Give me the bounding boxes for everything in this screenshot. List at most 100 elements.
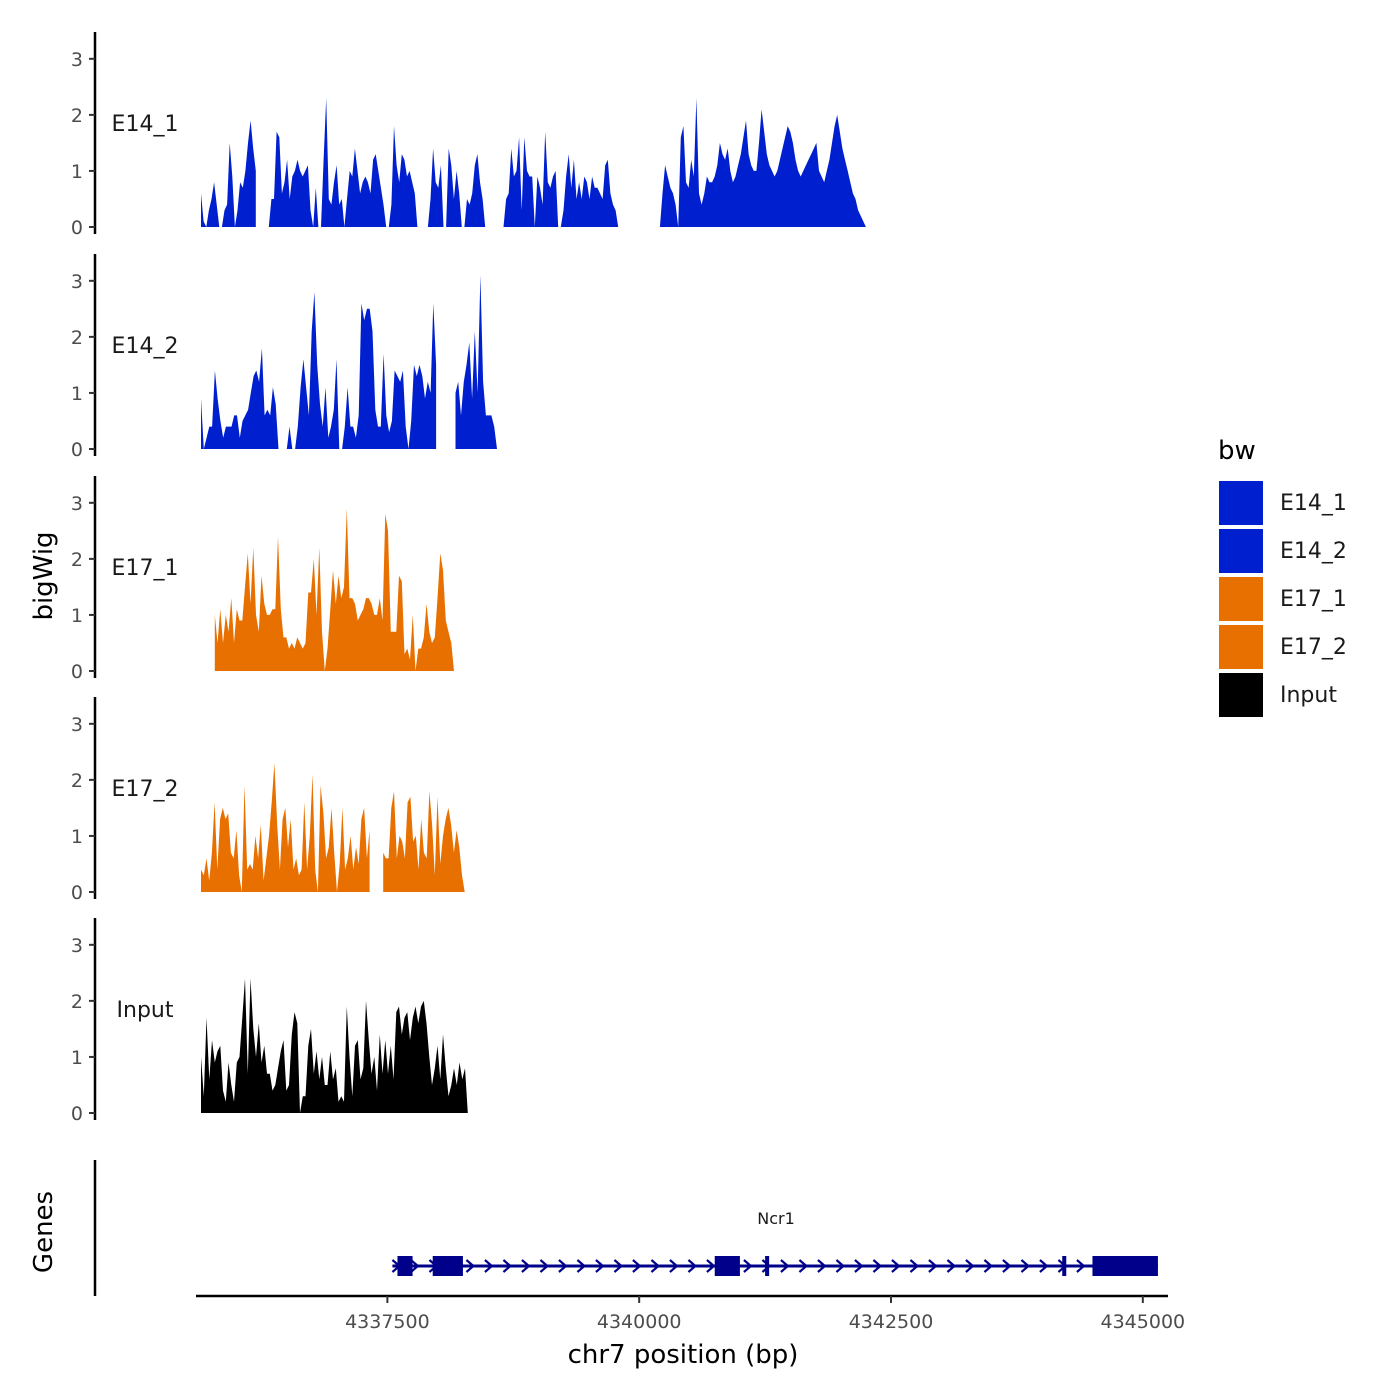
legend-item-e17-1: E17_1 [1217,575,1347,623]
gene-exon [397,1256,413,1276]
track-e14-2: 0 1 2 3 E14_2 [71,254,1158,461]
genes-axis-title: Genes [29,1191,59,1273]
strand-arrow [1039,1259,1049,1273]
legend-swatch [1217,479,1265,527]
legend-swatch [1217,623,1265,671]
legend-items: E14_1 E14_2 E17_1 E17_2 Input [1217,479,1347,719]
y-tick-label: 3 [71,935,83,957]
track-e14-1: 0 1 2 3 E14_1 [71,32,1158,239]
y-tick-label: 0 [71,217,83,239]
strand-arrow [595,1259,605,1273]
gene-exon [714,1256,740,1276]
coverage-area-e17-1 [214,508,1158,671]
legend-label: E14_2 [1280,539,1347,564]
strand-arrow [983,1259,994,1273]
strand-arrow [576,1259,587,1273]
gene-exon [1062,1256,1067,1276]
y-tick-label: 1 [71,1047,83,1069]
strand-arrow [761,1259,772,1273]
y-tick-label: 0 [71,439,83,461]
legend-item-e17-2: E17_2 [1217,623,1347,671]
y-tick-label: 2 [71,105,83,127]
strand-arrow [909,1259,920,1273]
legend-swatch [1217,671,1265,719]
strand-arrow [410,1259,420,1273]
strand-arrow [1002,1259,1012,1273]
track-label: E14_1 [112,112,179,137]
y-tick-label: 3 [71,714,83,736]
strand-arrow [891,1259,901,1273]
strand-arrow [965,1259,975,1273]
y-tick-label: 3 [71,49,83,71]
strand-arrow [521,1259,531,1273]
y-tick-label: 1 [71,826,83,848]
x-tick-label: 4342500 [849,1311,934,1333]
x-axis: 4337500 4340000 4342500 4345000 [196,1294,1186,1333]
track-label: E14_2 [112,334,179,359]
gene-exon [765,1256,770,1276]
y-axis-title: bigWig [29,531,59,620]
track-e17-1: 0 1 2 3 E17_1 [71,476,1158,683]
y-tick-label: 1 [71,383,83,405]
strand-arrow [928,1259,938,1273]
legend-swatch [1217,575,1265,623]
track-label: E17_1 [112,556,179,581]
y-tick-label: 3 [71,493,83,515]
track-label: E17_2 [112,777,179,802]
strand-arrow [835,1259,846,1273]
legend-item-e14-2: E14_2 [1217,527,1347,575]
strand-arrow [632,1259,642,1273]
strand-arrow [687,1259,698,1273]
coverage-tracks: 0 1 2 3 E14_1 0 1 2 3 E14_2 0 1 2 3 E17_1 0 1 2 3 E17_2 0 1 2 3… [71,32,1158,1125]
legend-label: E17_2 [1280,635,1347,660]
strand-arrow [558,1259,568,1273]
strand-arrow [872,1259,883,1273]
coverage-area-e17-2 [201,763,1158,892]
strand-arrow [854,1259,864,1273]
strand-arrow [1076,1259,1086,1273]
genes-panel: Ncr1 [93,1160,1158,1296]
track-input: 0 1 2 3 Input [71,918,1158,1125]
y-tick-label: 2 [71,327,83,349]
gene-exon [1092,1256,1158,1276]
y-tick-label: 3 [71,271,83,293]
y-tick-label: 2 [71,770,83,792]
strand-arrow [650,1259,661,1273]
legend-item-input: Input [1217,671,1337,719]
strand-arrow [798,1259,809,1273]
legend-title: bw [1218,436,1256,466]
strand-arrow [817,1259,827,1273]
coverage-area-e14-2 [201,275,1158,449]
legend: bw E14_1 E14_2 E17_1 E17_2 Input [1217,436,1347,719]
y-tick-label: 0 [71,882,83,904]
track-label: Input [117,998,174,1023]
legend-item-e14-1: E14_1 [1217,479,1347,527]
y-tick-label: 1 [71,605,83,627]
strand-arrow [465,1259,476,1273]
strand-arrow [613,1259,624,1273]
legend-swatch [1217,527,1265,575]
y-tick-label: 2 [71,549,83,571]
coverage-area-e14-1 [201,98,1158,227]
gene-ncr1: Ncr1 [391,1209,1158,1276]
x-tick-label: 4340000 [597,1311,682,1333]
strand-arrow [780,1259,790,1273]
strand-arrow [484,1259,494,1273]
coverage-area-input [201,978,1158,1113]
strand-arrow [743,1259,753,1273]
x-tick-label: 4337500 [345,1311,430,1333]
track-e17-2: 0 1 2 3 E17_2 [71,697,1158,904]
strand-arrow [669,1259,679,1273]
y-tick-label: 0 [71,661,83,683]
strand-arrow [946,1259,957,1273]
strand-arrow [502,1259,513,1273]
y-tick-label: 0 [71,1103,83,1125]
gene-exon [432,1256,463,1276]
strand-arrow [706,1259,716,1273]
strand-arrow [1020,1259,1031,1273]
x-tick-label: 4345000 [1101,1311,1186,1333]
legend-label: E17_1 [1280,587,1347,612]
legend-label: Input [1280,683,1337,708]
y-tick-label: 2 [71,991,83,1013]
legend-label: E14_1 [1280,491,1347,516]
